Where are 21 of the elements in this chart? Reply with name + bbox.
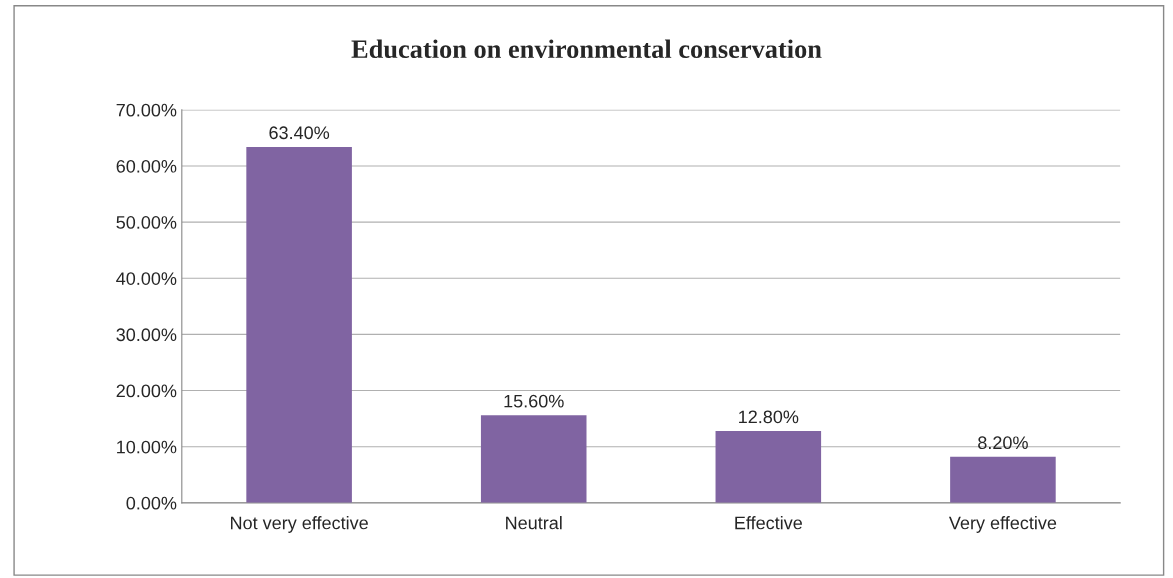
data-label: 15.60% xyxy=(504,394,564,408)
chart-title: Education on environmental conservation xyxy=(351,39,822,59)
y-tick-label: 20.00% xyxy=(116,384,177,398)
y-tick-label: 40.00% xyxy=(116,272,177,285)
y-tick-label: 60.00% xyxy=(116,159,177,173)
y-tick-label: 70.00% xyxy=(116,103,177,117)
y-tick-label: 30.00% xyxy=(116,328,177,342)
bar xyxy=(246,146,352,503)
data-label: 8.20% xyxy=(978,436,1028,450)
x-tick-label: Not very effective xyxy=(231,516,368,533)
x-tick-label: Neutral xyxy=(506,516,562,530)
x-tick-label: Very effective xyxy=(948,516,1057,533)
y-tick-label: 0.00% xyxy=(126,496,177,510)
bar xyxy=(950,456,1056,503)
y-tick-label: 50.00% xyxy=(116,216,177,229)
bar xyxy=(715,430,822,503)
bar xyxy=(480,415,587,503)
data-label: 63.40% xyxy=(269,126,330,140)
data-label: 12.80% xyxy=(739,410,799,424)
x-tick-label: Effective xyxy=(735,516,802,530)
y-tick-label: 10.00% xyxy=(117,440,177,454)
